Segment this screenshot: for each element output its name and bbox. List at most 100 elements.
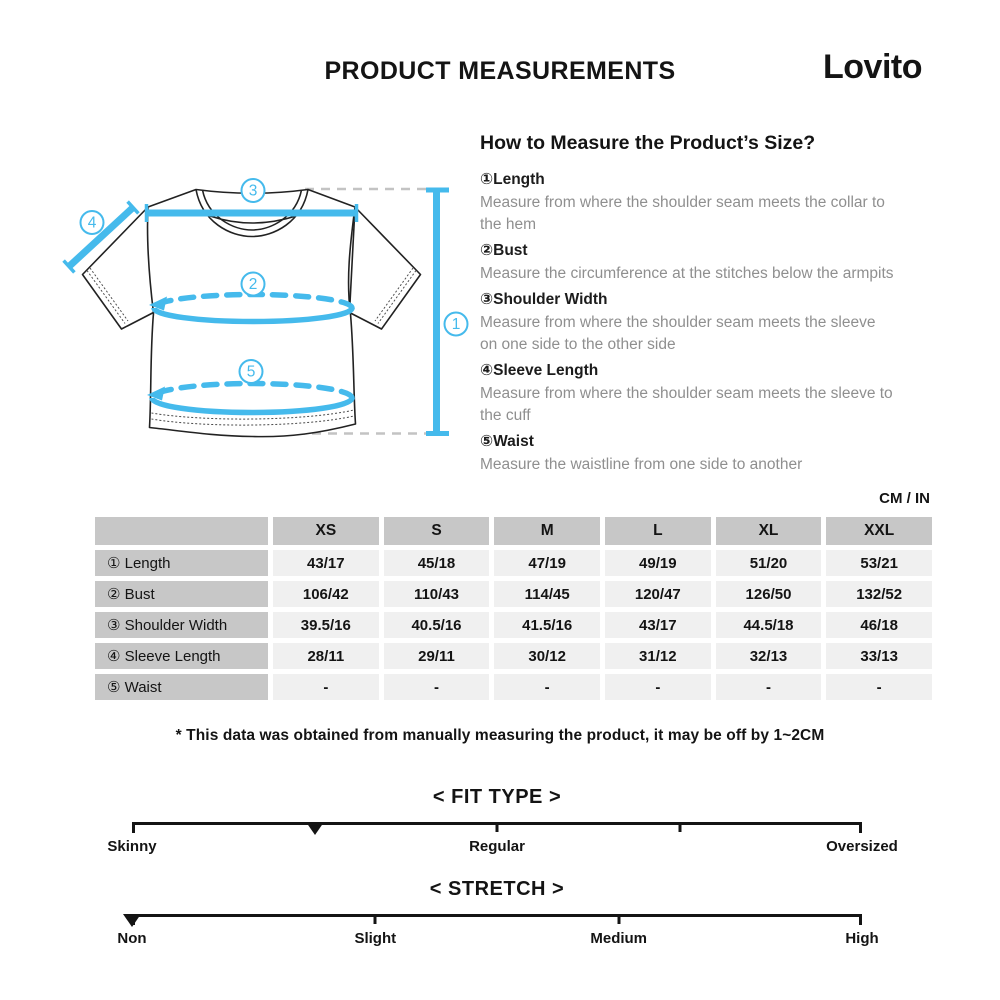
table-cell: 40.5/16 xyxy=(383,612,490,638)
how-to-measure-section: How to Measure the Product’s Size? ①Leng… xyxy=(480,130,938,476)
table-cell: - xyxy=(494,674,600,700)
callout-2: 2 xyxy=(240,271,266,297)
table-header-cell: M xyxy=(494,517,600,545)
callout-4: 4 xyxy=(79,210,105,235)
table-cell: 110/43 xyxy=(383,581,490,607)
table-cell: - xyxy=(715,674,822,700)
table-header-cell: L xyxy=(604,517,711,545)
scale-title: < STRETCH > xyxy=(429,878,565,900)
table-cell: - xyxy=(273,674,379,700)
table-cell: 44.5/18 xyxy=(715,612,822,638)
table-cell: 114/45 xyxy=(494,581,600,607)
scale-end-cap xyxy=(859,822,862,833)
fit-type-scale: < FIT TYPE > Skinny Regular Oversized xyxy=(107,786,897,856)
table-cell: 47/19 xyxy=(494,550,600,576)
table-cell: 29/11 xyxy=(383,643,490,669)
right-cuff-stitch xyxy=(374,267,414,322)
units-label: CM / IN xyxy=(879,490,930,507)
table-header-cell: XXL xyxy=(826,517,932,545)
table-cell: 53/21 xyxy=(826,550,932,576)
bust-arrow xyxy=(149,296,167,311)
shirt-body xyxy=(146,188,357,438)
table-cell: 39.5/16 xyxy=(273,612,379,638)
table-cell: 106/42 xyxy=(273,581,379,607)
table-cell: - xyxy=(383,674,490,700)
scale-title: < FIT TYPE > xyxy=(432,786,562,808)
how-to-heading: How to Measure the Product’s Size? xyxy=(480,132,816,154)
hem-stitch xyxy=(151,415,355,426)
measure-item-label: ⑤Waist xyxy=(480,433,534,450)
table-cell: 43/17 xyxy=(604,612,711,638)
right-sleeve xyxy=(348,206,422,330)
measure-item-label: ②Bust xyxy=(480,242,528,259)
measure-item-desc: Measure from where the shoulder seam mee… xyxy=(480,385,893,402)
scale-label: Skinny xyxy=(107,838,157,855)
tshirt-outline xyxy=(81,188,422,438)
length-ruler xyxy=(426,187,449,436)
footnote: * This data was obtained from manually m… xyxy=(175,727,825,744)
scale-end-cap xyxy=(132,822,135,833)
table-cell: 49/19 xyxy=(604,550,711,576)
table-cell: - xyxy=(826,674,932,700)
right-cuff-stitch xyxy=(377,270,417,324)
measure-item-desc: the cuff xyxy=(480,407,531,424)
scale-label: Regular xyxy=(469,838,525,855)
size-diagram: 3 4 2 5 1 xyxy=(62,178,469,438)
table-cell: 41.5/16 xyxy=(494,612,600,638)
waist-arrow xyxy=(147,386,165,401)
size-table: XS S M L XL XXL ① Length 43/17 45/18 47/19 49/19 51… xyxy=(95,517,932,700)
table-row-label: ④ Sleeve Length xyxy=(95,643,268,669)
table-cell: 126/50 xyxy=(715,581,822,607)
measure-item-desc: Measure the circumference at the stitche… xyxy=(480,265,894,282)
scale-tick xyxy=(678,822,681,832)
measure-item-desc: Measure the waistline from one side to a… xyxy=(480,456,803,473)
table-header-cell: S xyxy=(383,517,490,545)
howto-list: ①Length Measure from where the shoulder s… xyxy=(480,168,938,476)
table-cell: 30/12 xyxy=(494,643,600,669)
table-cell: 43/17 xyxy=(273,550,379,576)
table-row-label: ⑤ Waist xyxy=(95,674,268,700)
measure-item-label: ①Length xyxy=(480,171,545,188)
scale-label: Medium xyxy=(590,930,648,947)
measure-item-label: ③Shoulder Width xyxy=(480,291,608,308)
table-cell: 46/18 xyxy=(826,612,932,638)
table-header-cell: XS xyxy=(273,517,379,545)
table-header-cell: XL xyxy=(715,517,822,545)
table-row-label: ③ Shoulder Width xyxy=(95,612,268,638)
svg-text:1: 1 xyxy=(452,316,461,333)
scale-tick xyxy=(617,914,621,924)
page-title: PRODUCT MEASUREMENTS xyxy=(324,57,676,85)
scale-label: Slight xyxy=(354,930,397,947)
collar-seam xyxy=(209,215,297,224)
table-cell: 51/20 xyxy=(715,550,822,576)
table-cell: 32/13 xyxy=(715,643,822,669)
brand-logo: Lovito xyxy=(823,48,922,86)
table-corner-cell xyxy=(95,517,268,545)
measure-item-desc: Measure from where the shoulder seam mee… xyxy=(480,314,876,331)
measure-item-desc: the hem xyxy=(480,216,537,233)
svg-text:3: 3 xyxy=(249,183,258,200)
table-row-label: ② Bust xyxy=(95,581,268,607)
table-cell: - xyxy=(604,674,711,700)
callout-1: 1 xyxy=(443,311,469,337)
scale-label: High xyxy=(845,930,879,947)
stretch-scale: < STRETCH > Non Slight Medium High xyxy=(117,878,878,948)
left-cuff-stitch xyxy=(89,267,129,322)
table-cell: 45/18 xyxy=(383,550,490,576)
scale-label: Oversized xyxy=(826,838,898,855)
table-cell: 33/13 xyxy=(826,643,932,669)
scale-label: Non xyxy=(117,930,147,947)
svg-text:4: 4 xyxy=(88,215,97,232)
scale-line xyxy=(132,914,862,917)
table-row-label: ① Length xyxy=(95,550,268,576)
scale-tick xyxy=(373,914,377,924)
measure-item-label: ④Sleeve Length xyxy=(480,362,599,379)
scale-marker-icon xyxy=(123,914,141,927)
sleeve-length-line xyxy=(62,200,140,274)
hem-stitch xyxy=(151,409,355,420)
svg-text:5: 5 xyxy=(247,364,256,381)
scale-marker-icon xyxy=(305,822,324,835)
left-cuff-stitch xyxy=(86,270,126,324)
table-cell: 132/52 xyxy=(826,581,932,607)
scale-tick xyxy=(495,822,499,832)
